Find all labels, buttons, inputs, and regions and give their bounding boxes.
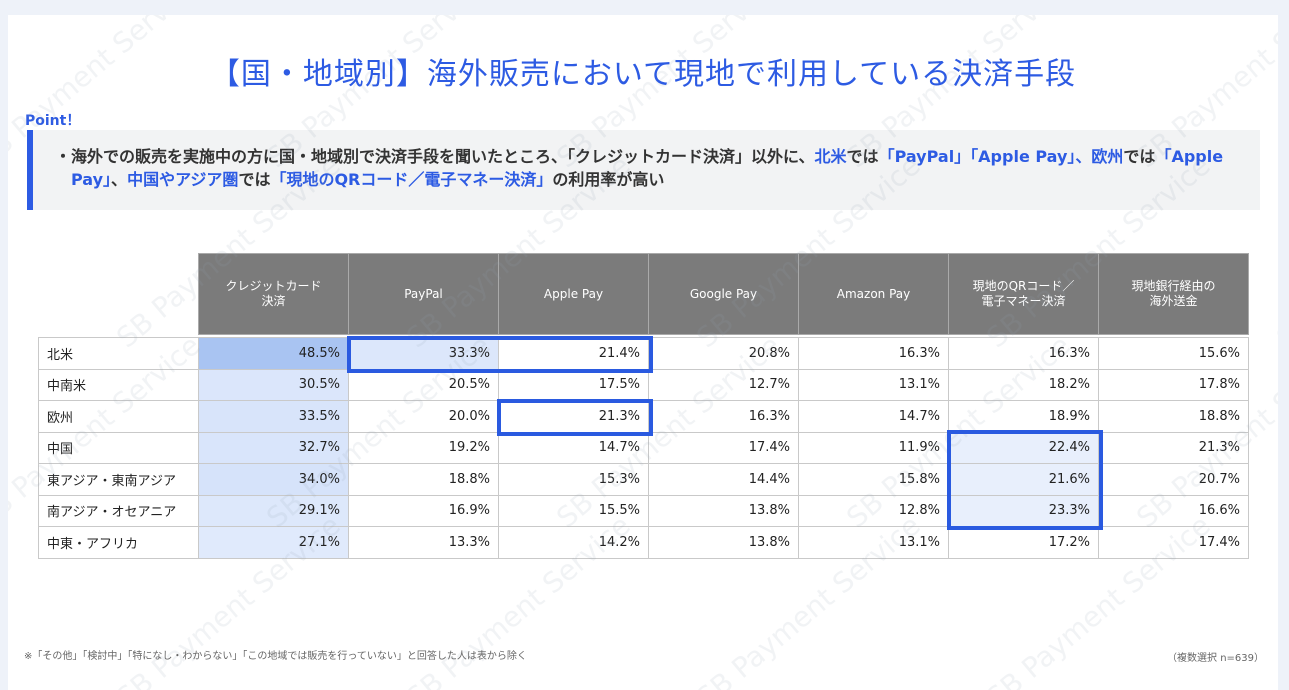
point-segment: 「PayPal」「Apple Pay」、 [878,147,1092,166]
point-box: ・海外での販売を実施中の方に国・地域別で決済手段を聞いたところ、「クレジットカー… [27,130,1260,210]
table-cell: 32.7% [198,431,349,464]
row-label: 中国 [38,431,199,464]
table-cell: 15.3% [498,463,649,496]
table-cell: 34.0% [198,463,349,496]
table-cell: 48.5% [198,337,349,370]
column-header: Apple Pay [498,253,649,335]
table-cell: 30.5% [198,368,349,401]
row-label: 欧州 [38,400,199,433]
point-segment: 「Apple Pay」 [71,147,1224,189]
row-label: 東アジア・東南アジア [38,463,199,496]
table-cell: 16.3% [948,337,1099,370]
column-header: クレジットカード 決済 [198,253,349,335]
watermark: SB Payment Service [1270,149,1278,355]
table-cell: 13.1% [798,368,949,401]
watermark: SB Payment Service [1270,509,1278,690]
table-cell: 12.8% [798,494,949,527]
column-header: 現地銀行経由の 海外送金 [1098,253,1249,335]
table-cell: 15.6% [1098,337,1249,370]
table-cell: 16.3% [648,400,799,433]
table-cell: 19.2% [348,431,499,464]
row-label: 中南米 [38,368,199,401]
table-cell: 21.3% [1098,431,1249,464]
table-cell: 17.8% [1098,368,1249,401]
highlight-box [497,399,653,436]
point-segment: 、 [111,170,128,189]
table-cell: 20.5% [348,368,499,401]
table-cell: 15.5% [498,494,649,527]
table-cell: 17.4% [1098,526,1249,559]
table-cell: 27.1% [198,526,349,559]
point-segment: 中国やアジア圏 [127,170,239,189]
table-cell: 20.0% [348,400,499,433]
table-cell: 13.3% [348,526,499,559]
table-cell: 13.8% [648,526,799,559]
row-label: 北米 [38,337,199,370]
table-cell: 18.2% [948,368,1099,401]
column-header: PayPal [348,253,499,335]
table-cell: 13.1% [798,526,949,559]
column-header: Google Pay [648,253,799,335]
table-cell: 15.8% [798,463,949,496]
highlight-box [947,430,1103,530]
table-cell: 12.7% [648,368,799,401]
table-cell: 13.8% [648,494,799,527]
table-cell: 16.6% [1098,494,1249,527]
table-cell: 14.7% [798,400,949,433]
point-text: ・海外での販売を実施中の方に国・地域別で決済手段を聞いたところ、「クレジットカー… [55,145,1250,191]
point-segment: 北米 [814,147,847,166]
slide-title: 【国・地域別】海外販売において現地で利用している決済手段 [209,57,1077,92]
table-cell: 16.9% [348,494,499,527]
highlight-box [347,336,653,373]
point-segment: の利用率が高い [552,170,665,189]
slide: Point！ ・海外での販売を実施中の方に国・地域別で決済手段を聞いたところ、「… [8,15,1278,690]
column-header: Amazon Pay [798,253,949,335]
table-cell: 20.7% [1098,463,1249,496]
table-cell: 14.2% [498,526,649,559]
point-segment: 「現地のQRコード／電子マネー決済」 [270,170,553,189]
table-cell: 20.8% [648,337,799,370]
row-label: 中東・アフリカ [38,526,199,559]
table-cell: 21.3% [498,400,649,433]
point-segment: ・海外での販売を実施中の方に国・地域別で決済手段を聞いたところ、「クレジットカー… [55,147,815,166]
point-segment: 欧州 [1091,147,1124,166]
table-cell: 11.9% [798,431,949,464]
table-cell: 18.9% [948,400,1099,433]
table-cell: 14.4% [648,463,799,496]
table-cell: 17.5% [498,368,649,401]
table-cell: 14.7% [498,431,649,464]
table-cell: 16.3% [798,337,949,370]
point-segment: では [1123,147,1156,166]
table-cell: 23.3% [948,494,1099,527]
footnote: ※「その他」「検討中」「特になし・わからない」「この地域では販売を行っていない」… [24,651,527,662]
point-segment: では [846,147,879,166]
table-cell: 21.4% [498,337,649,370]
point-label: Point！ [25,113,81,129]
point-segment: では [238,170,271,189]
table-cell: 29.1% [198,494,349,527]
table-cell: 17.4% [648,431,799,464]
sample-note: （複数選択 n=639） [1167,653,1264,664]
table-cell: 18.8% [348,463,499,496]
row-label: 南アジア・オセアニア [38,494,199,527]
table-cell: 18.8% [1098,400,1249,433]
table-cell: 33.5% [198,400,349,433]
table-cell: 17.2% [948,526,1099,559]
column-header: 現地のQRコード／ 電子マネー決済 [948,253,1099,335]
